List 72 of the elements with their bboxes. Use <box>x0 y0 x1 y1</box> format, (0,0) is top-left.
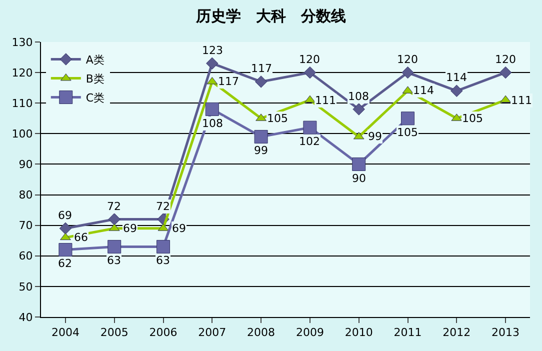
legend-label: B类 <box>86 72 104 86</box>
data-label: 123 <box>202 44 223 57</box>
point <box>254 130 268 144</box>
point <box>352 103 365 116</box>
point <box>352 157 366 171</box>
data-label: 105 <box>267 112 288 125</box>
point <box>304 66 316 79</box>
data-label: 108 <box>348 90 369 103</box>
point <box>58 243 72 257</box>
point <box>156 240 170 254</box>
chart-title: 历史学 大科 分数线 <box>195 7 346 26</box>
point <box>108 213 120 226</box>
point <box>499 66 512 79</box>
x-tick-label: 2013 <box>492 326 520 340</box>
data-label: 62 <box>58 257 72 270</box>
point <box>401 112 414 126</box>
point <box>500 95 511 103</box>
x-tick-label: 2007 <box>198 326 226 340</box>
data-label: 111 <box>511 94 532 107</box>
point <box>303 120 317 134</box>
point <box>108 240 122 254</box>
point <box>304 95 316 103</box>
y-tick-label: 100 <box>12 128 33 141</box>
data-label: 66 <box>74 231 88 244</box>
point <box>59 222 72 234</box>
data-label: 117 <box>251 62 272 75</box>
y-tick-label: 120 <box>12 66 33 80</box>
data-label: 105 <box>397 126 418 139</box>
data-label: 99 <box>254 144 268 157</box>
data-label: 72 <box>156 200 170 213</box>
point <box>205 102 219 116</box>
legend-label: C类 <box>86 92 105 105</box>
y-tick-label: 90 <box>18 158 33 172</box>
data-label: 117 <box>218 75 239 88</box>
y-tick-label: 70 <box>18 219 33 232</box>
data-label: 114 <box>413 84 434 97</box>
data-label: 69 <box>172 222 186 235</box>
legend-label: A类 <box>86 54 104 67</box>
x-tick-label: 2006 <box>149 326 178 340</box>
data-label: 63 <box>107 254 121 267</box>
data-label: 120 <box>397 53 418 66</box>
x-tick-label: 2009 <box>296 326 324 340</box>
x-tick-label: 2012 <box>442 326 471 340</box>
data-label: 102 <box>299 135 320 148</box>
point <box>206 57 218 70</box>
data-label: 63 <box>156 254 170 267</box>
data-label: 105 <box>462 112 483 125</box>
y-tick-label: 130 <box>12 36 33 49</box>
x-tick-label: 2011 <box>394 326 422 340</box>
data-label: 72 <box>107 200 121 213</box>
data-label: 99 <box>368 130 382 143</box>
y-tick-label: 80 <box>18 188 33 202</box>
point <box>254 76 268 88</box>
x-tick-label: 2004 <box>51 326 80 340</box>
y-tick-label: 40 <box>18 310 33 324</box>
data-label: 120 <box>495 53 516 66</box>
y-tick-label: 110 <box>12 96 33 110</box>
data-label: 69 <box>123 222 137 235</box>
x-tick-label: 2005 <box>100 326 128 340</box>
y-tick-label: 50 <box>18 280 33 294</box>
data-label: 90 <box>352 172 366 185</box>
data-label: 69 <box>58 209 72 222</box>
data-label: 111 <box>315 94 336 107</box>
x-tick-label: 2010 <box>344 326 373 340</box>
data-label: 114 <box>446 71 467 84</box>
point <box>450 84 463 97</box>
data-label: 120 <box>299 53 320 66</box>
data-label: 108 <box>202 117 223 130</box>
y-tick-label: 60 <box>18 250 33 263</box>
point <box>402 66 414 79</box>
x-tick-label: 2008 <box>247 326 276 340</box>
point <box>60 232 71 240</box>
